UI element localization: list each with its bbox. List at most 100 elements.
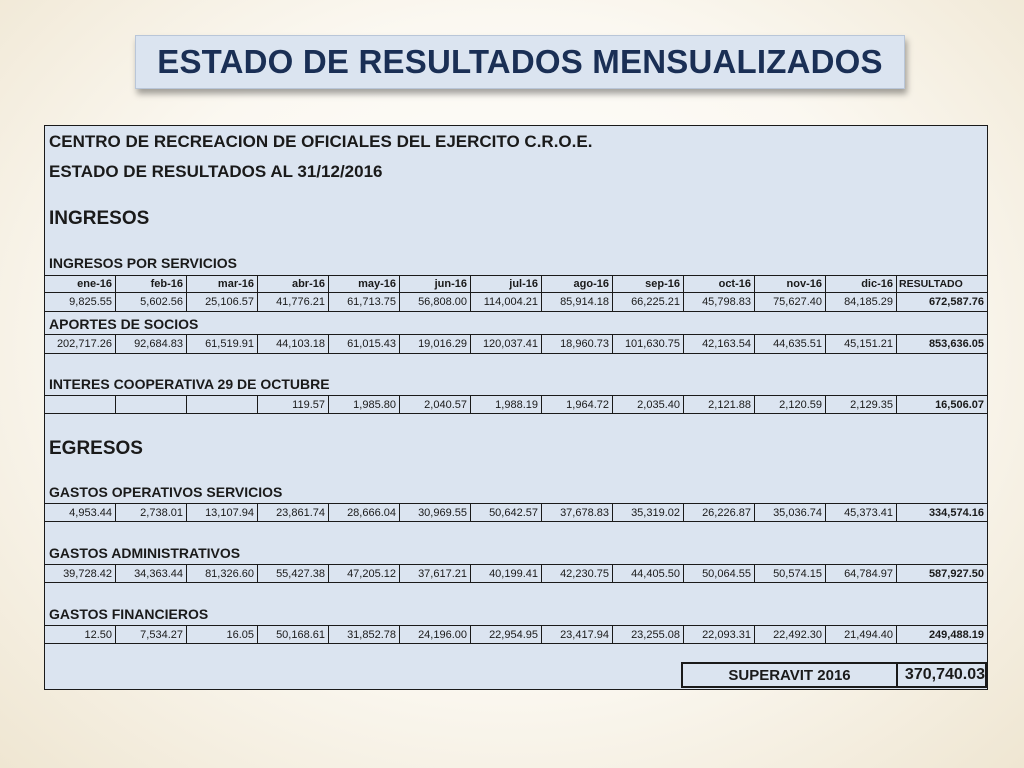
table-cell: 31,852.78 — [329, 625, 400, 644]
table-cell: 5,602.56 — [116, 293, 187, 312]
table-cell: 101,630.75 — [613, 334, 684, 354]
table-cell: 2,035.40 — [613, 395, 684, 414]
month-header: may-16 — [329, 275, 400, 293]
table-row: 119.57 1,985.80 2,040.57 1,988.19 1,964.… — [45, 395, 988, 414]
row-total: 249,488.19 — [897, 625, 988, 644]
table-cell: 61,015.43 — [329, 334, 400, 354]
table-cell: 75,627.40 — [755, 293, 826, 312]
section-label: APORTES DE SOCIOS — [49, 316, 199, 332]
month-header: mar-16 — [187, 275, 258, 293]
superavit-box: SUPERAVIT 2016 370,740.03 — [681, 662, 987, 688]
table-cell: 23,255.08 — [613, 625, 684, 644]
table-cell: 2,129.35 — [826, 395, 897, 414]
section-label: GASTOS ADMINISTRATIVOS — [49, 545, 241, 561]
table-cell: 61,519.91 — [187, 334, 258, 354]
table-cell: 34,363.44 — [116, 564, 187, 583]
table-cell: 35,036.74 — [755, 503, 826, 522]
results-sheet: CENTRO DE RECREACION DE OFICIALES DEL EJ… — [44, 125, 988, 690]
table-row: 202,717.26 92,684.83 61,519.91 44,103.18… — [45, 334, 988, 354]
table-cell: 4,953.44 — [45, 503, 116, 522]
table-cell: 64,784.97 — [826, 564, 897, 583]
table-cell: 1,988.19 — [471, 395, 542, 414]
table-cell: 66,225.21 — [613, 293, 684, 312]
table-cell: 21,494.40 — [826, 625, 897, 644]
table-cell: 2,120.59 — [755, 395, 826, 414]
table-cell: 42,163.54 — [684, 334, 755, 354]
table-cell: 50,168.61 — [258, 625, 329, 644]
row-total: 672,587.76 — [897, 293, 988, 312]
table-cell: 45,151.21 — [826, 334, 897, 354]
table-cell: 37,617.21 — [400, 564, 471, 583]
table-cell: 50,642.57 — [471, 503, 542, 522]
section-label: INTERES COOPERATIVA 29 DE OCTUBRE — [49, 376, 330, 392]
table-cell: 45,798.83 — [684, 293, 755, 312]
table-cell: 22,954.95 — [471, 625, 542, 644]
egresos-heading: EGRESOS — [49, 438, 143, 459]
table-cell — [116, 395, 187, 414]
months-header-row: ene-16 feb-16 mar-16 abr-16 may-16 jun-1… — [45, 275, 988, 293]
slide-title-box: ESTADO DE RESULTADOS MENSUALIZADOS — [135, 35, 905, 89]
month-header: oct-16 — [684, 275, 755, 293]
table-cell: 50,064.55 — [684, 564, 755, 583]
superavit-value: 370,740.03 — [896, 664, 989, 686]
slide-title: ESTADO DE RESULTADOS MENSUALIZADOS — [157, 43, 883, 80]
month-header: abr-16 — [258, 275, 329, 293]
company-name: CENTRO DE RECREACION DE OFICIALES DEL EJ… — [49, 132, 593, 151]
month-header: jun-16 — [400, 275, 471, 293]
month-header: ago-16 — [542, 275, 613, 293]
table-cell: 7,534.27 — [116, 625, 187, 644]
table-cell: 23,417.94 — [542, 625, 613, 644]
table-cell: 37,678.83 — [542, 503, 613, 522]
statement-title: ESTADO DE RESULTADOS AL 31/12/2016 — [49, 162, 383, 181]
table-cell: 1,964.72 — [542, 395, 613, 414]
table-cell: 2,040.57 — [400, 395, 471, 414]
month-header: ene-16 — [45, 275, 116, 293]
result-header: RESULTADO — [897, 275, 988, 293]
table-cell: 23,861.74 — [258, 503, 329, 522]
table-cell: 114,004.21 — [471, 293, 542, 312]
table-row: 4,953.44 2,738.01 13,107.94 23,861.74 28… — [45, 503, 988, 522]
month-header: feb-16 — [116, 275, 187, 293]
table-cell: 40,199.41 — [471, 564, 542, 583]
table-row: 39,728.42 34,363.44 81,326.60 55,427.38 … — [45, 564, 988, 583]
month-header: jul-16 — [471, 275, 542, 293]
table-cell: 61,713.75 — [329, 293, 400, 312]
table-cell — [187, 395, 258, 414]
table-cell: 26,226.87 — [684, 503, 755, 522]
table-cell: 44,405.50 — [613, 564, 684, 583]
table-cell: 42,230.75 — [542, 564, 613, 583]
table-cell: 13,107.94 — [187, 503, 258, 522]
table-cell — [45, 395, 116, 414]
month-header: nov-16 — [755, 275, 826, 293]
table-cell: 2,121.88 — [684, 395, 755, 414]
section-label: GASTOS FINANCIEROS — [49, 606, 209, 622]
table-cell: 85,914.18 — [542, 293, 613, 312]
table-cell: 92,684.83 — [116, 334, 187, 354]
table-cell: 84,185.29 — [826, 293, 897, 312]
table-cell: 12.50 — [45, 625, 116, 644]
ingresos-heading: INGRESOS — [49, 208, 150, 229]
table-cell: 30,969.55 — [400, 503, 471, 522]
month-header: sep-16 — [613, 275, 684, 293]
row-total: 334,574.16 — [897, 503, 988, 522]
table-cell: 9,825.55 — [45, 293, 116, 312]
table-cell: 44,103.18 — [258, 334, 329, 354]
table-cell: 25,106.57 — [187, 293, 258, 312]
row-total: 16,506.07 — [897, 395, 988, 414]
table-row: 9,825.55 5,602.56 25,106.57 41,776.21 61… — [45, 293, 988, 312]
table-cell: 16.05 — [187, 625, 258, 644]
table-cell: 120,037.41 — [471, 334, 542, 354]
table-cell: 2,738.01 — [116, 503, 187, 522]
table-cell: 24,196.00 — [400, 625, 471, 644]
table-cell: 1,985.80 — [329, 395, 400, 414]
table-cell: 22,093.31 — [684, 625, 755, 644]
row-total: 853,636.05 — [897, 334, 988, 354]
table-cell: 50,574.15 — [755, 564, 826, 583]
table-cell: 45,373.41 — [826, 503, 897, 522]
table-cell: 19,016.29 — [400, 334, 471, 354]
table-cell: 81,326.60 — [187, 564, 258, 583]
table-cell: 39,728.42 — [45, 564, 116, 583]
table-row: 12.50 7,534.27 16.05 50,168.61 31,852.78… — [45, 625, 988, 644]
table-cell: 55,427.38 — [258, 564, 329, 583]
month-header: dic-16 — [826, 275, 897, 293]
